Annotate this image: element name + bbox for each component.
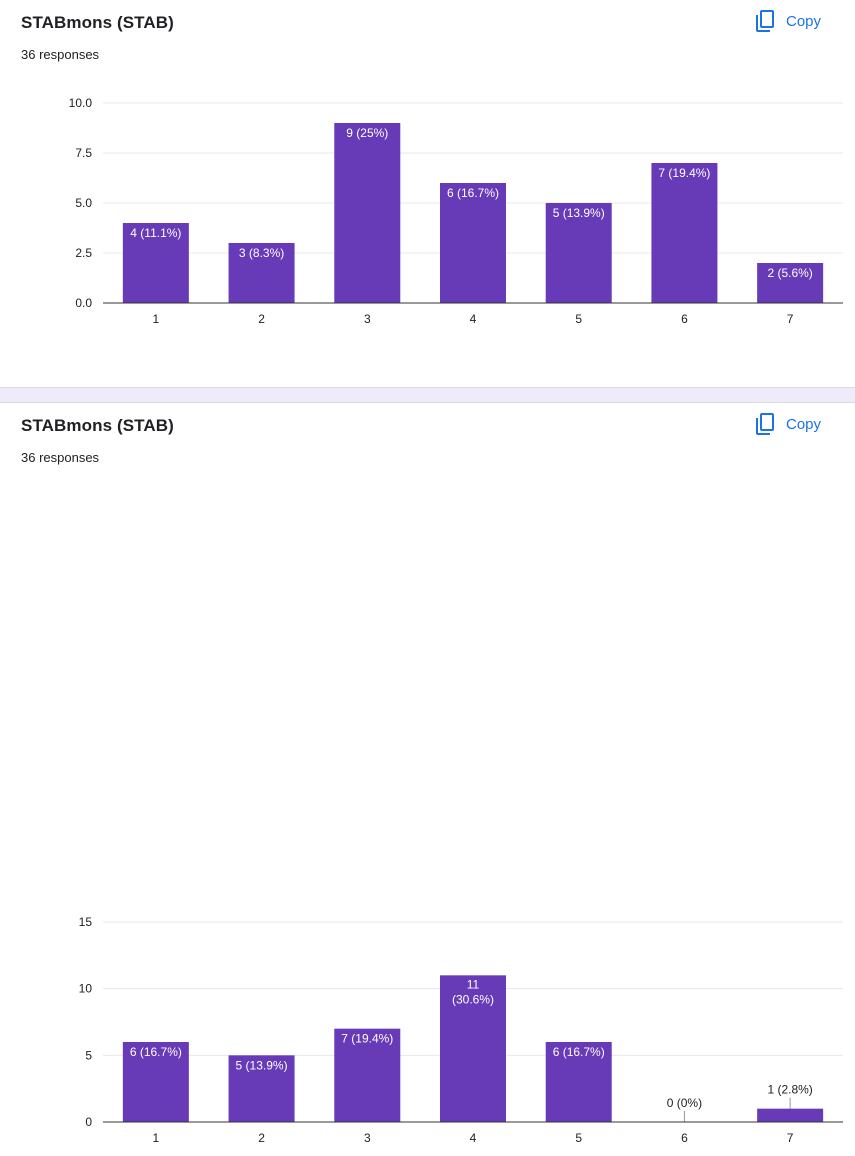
bar[interactable] <box>122 223 189 303</box>
question-card: STABmons (STAB) 36 responses Copy 0.0 2.5… <box>0 0 855 387</box>
x-tick-label: 4 <box>470 312 477 326</box>
x-tick-label: 6 <box>681 1131 688 1145</box>
bar-data-label: 7 (19.4%) <box>341 1032 393 1046</box>
x-tick-label: 1 <box>153 312 160 326</box>
question-card: STABmons (STAB) 36 responses Copy 0 5 10 15… <box>0 403 855 1145</box>
bar-data-label: 2 (5.6%) <box>767 266 812 280</box>
question-title: STABmons (STAB) <box>21 13 174 32</box>
y-tick-label: 0 <box>85 1115 92 1129</box>
x-tick-label: 2 <box>258 1131 265 1145</box>
question-title: STABmons (STAB) <box>21 416 174 435</box>
x-tick-label: 1 <box>153 1131 160 1145</box>
bar-data-label: 1 (2.8%) <box>767 1083 812 1097</box>
bar-data-label: 6 (16.7%) <box>130 1045 182 1059</box>
bar[interactable] <box>334 123 401 303</box>
y-tick-label: 7.5 <box>75 146 92 160</box>
copy-icon <box>756 9 778 33</box>
bar[interactable] <box>757 263 824 303</box>
bar-data-label: 6 (16.7%) <box>447 186 499 200</box>
y-tick-label: 15 <box>79 915 93 929</box>
copy-label: Copy <box>786 12 822 30</box>
bar[interactable] <box>651 163 718 303</box>
x-tick-label: 7 <box>787 312 794 326</box>
x-tick-label: 2 <box>258 312 265 326</box>
x-tick-label: 3 <box>364 1131 371 1145</box>
x-tick-label: 7 <box>787 1131 794 1145</box>
bar-chart: 0.0 2.5 5.0 7.5 10.0 4 (11.1%) 1 3 (8.3%) 2 9 (25… <box>69 96 843 326</box>
x-tick-label: 4 <box>470 1131 477 1145</box>
bar-data-label: 4 (11.1%) <box>130 226 181 240</box>
copy-button[interactable]: Copy <box>748 409 829 439</box>
copy-label: Copy <box>786 415 822 433</box>
bar-data-label: 6 (16.7%) <box>553 1045 605 1059</box>
y-tick-label: 10.0 <box>69 96 93 110</box>
bar[interactable] <box>545 203 612 303</box>
bar-data-label: 9 (25%) <box>346 126 388 140</box>
y-tick-label: 5 <box>85 1048 92 1062</box>
x-tick-label: 5 <box>575 1131 582 1145</box>
bar-data-label: 3 (8.3%) <box>239 246 284 260</box>
y-tick-label: 0.0 <box>75 296 92 310</box>
bar-data-label: 7 (19.4%) <box>658 166 710 180</box>
bar-data-label: 0 (0%) <box>667 1096 702 1110</box>
y-tick-label: 2.5 <box>75 246 92 260</box>
bar[interactable] <box>757 1108 824 1122</box>
response-count: 36 responses <box>21 450 100 465</box>
copy-icon <box>756 412 778 436</box>
bar-data-label: 5 (13.9%) <box>553 206 605 220</box>
bar[interactable] <box>228 243 295 303</box>
x-tick-label: 5 <box>575 312 582 326</box>
x-tick-label: 3 <box>364 312 371 326</box>
card-divider <box>0 387 855 403</box>
copy-button[interactable]: Copy <box>748 6 829 36</box>
bar[interactable] <box>440 183 506 303</box>
y-tick-label: 5.0 <box>75 196 92 210</box>
bar-data-label: 5 (13.9%) <box>236 1058 288 1072</box>
y-tick-label: 10 <box>79 982 93 996</box>
response-count: 36 responses <box>21 47 100 62</box>
x-tick-label: 6 <box>681 312 688 326</box>
